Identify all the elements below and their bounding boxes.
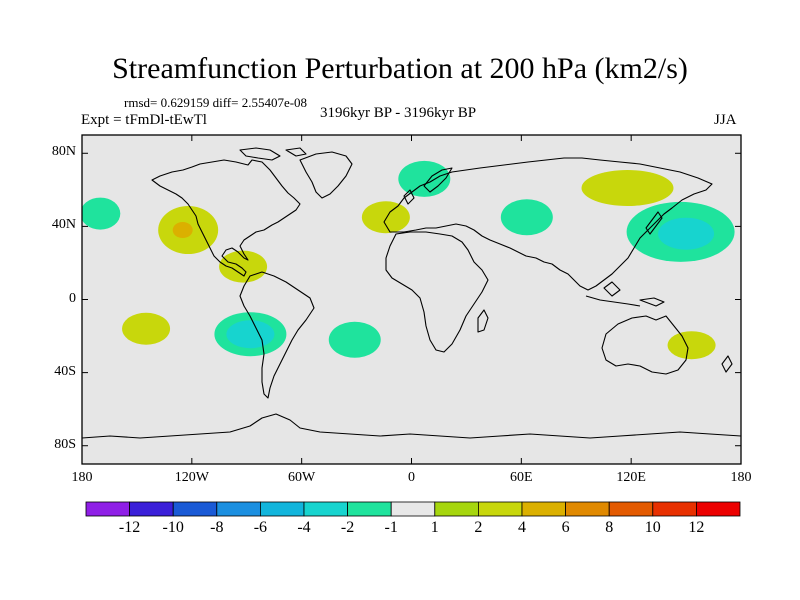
axis-ticks (81, 135, 742, 464)
anomaly-region-6 (226, 320, 275, 349)
colorbar-label: 1 (430, 519, 439, 536)
plot-title: Streamfunction Perturbation at 200 hPa (… (112, 52, 688, 85)
period-label: 3196kyr BP - 3196kyr BP (320, 105, 477, 121)
coastline-greenland (299, 151, 353, 199)
colorbar-label: 6 (561, 519, 570, 536)
lat-tick-label: 40S (54, 363, 76, 379)
coastline-antarctica (82, 413, 741, 439)
colorbar-label: -1 (384, 519, 398, 536)
anomaly-region-8 (361, 201, 410, 234)
coastline-australia (601, 315, 689, 375)
colorbar-label: 10 (644, 519, 661, 536)
lon-tick-label: 0 (408, 470, 415, 485)
colorbar-label: 12 (688, 519, 705, 536)
lat-tick-label: 40N (51, 217, 76, 233)
anomaly-region-2 (172, 222, 193, 239)
anomaly-region-13 (658, 217, 715, 250)
lat-tick-label: 80N (51, 144, 76, 160)
anomaly-region-0 (82, 197, 121, 230)
coastline-eurasia (383, 157, 713, 291)
coastline-south-america (239, 271, 315, 399)
lon-tick-label: 120W (174, 470, 209, 485)
season-label: JJA (714, 112, 737, 128)
coastline-japan (645, 211, 663, 235)
colorbar-label: 8 (605, 519, 614, 536)
anomaly-region-11 (581, 170, 674, 207)
coastline-africa (385, 231, 489, 353)
colorbar-label: -6 (253, 519, 268, 536)
colorbar-label: 2 (474, 519, 483, 536)
experiment-label: Expt = tFmDl-tEwTl (81, 112, 207, 128)
coastline-british-isles (403, 189, 415, 205)
coastline-indonesia (585, 281, 665, 307)
anomaly-region-4 (122, 312, 171, 345)
lon-tick-label: 180 (730, 470, 752, 485)
stats-label: rmsd= 0.629159 diff= 2.55407e-08 (124, 95, 308, 110)
colorbar-label: -10 (162, 519, 184, 536)
lon-tick-label: 60W (288, 470, 316, 485)
lat-tick-label: 80S (54, 436, 76, 452)
lon-tick-label: 180 (71, 470, 93, 485)
coastline-new-zealand (721, 355, 733, 373)
colorbar-label: -2 (340, 519, 355, 536)
colorbar-label: -12 (118, 519, 141, 536)
anomaly-region-7 (328, 321, 381, 358)
lat-tick-label: 0 (69, 290, 76, 306)
lon-tick-label: 120E (616, 470, 646, 485)
colorbar-label: -4 (297, 519, 311, 536)
coastline-arctic-islands (239, 147, 307, 161)
anomaly-region-9 (398, 160, 451, 197)
coastline-scandinavia (423, 167, 453, 193)
anomaly-layer (82, 160, 735, 360)
coastline-madagascar (477, 309, 489, 333)
lon-tick-label: 60E (510, 470, 533, 485)
colorbar-label: 4 (518, 519, 526, 536)
colorbar-label: -8 (210, 519, 224, 536)
coastlines (82, 147, 741, 439)
anomaly-region-14 (667, 331, 716, 360)
anomaly-region-10 (500, 199, 553, 236)
coastline-north-america (151, 159, 301, 277)
